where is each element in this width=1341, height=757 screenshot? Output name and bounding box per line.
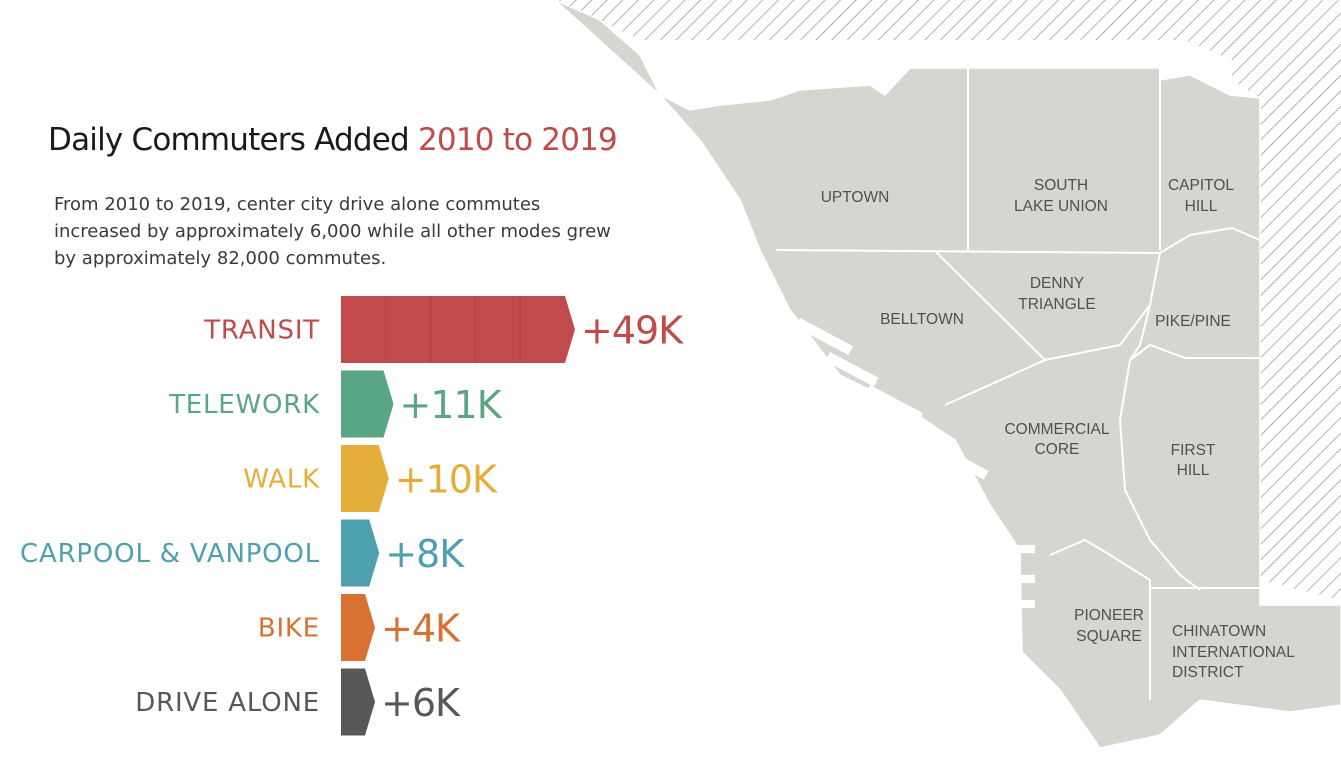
bar-row: CARPOOL & VANPOOL +8K	[20, 519, 466, 587]
map-label-first-hill: HILL	[1177, 462, 1210, 479]
map-label-capitol-hill: CAPITOL	[1168, 177, 1234, 194]
value-label: +6K	[381, 681, 461, 725]
map-label-chinatown-international-district: INTERNATIONAL	[1172, 644, 1295, 661]
map-coastline-piers	[795, 318, 1035, 608]
bar	[341, 519, 380, 587]
value-label: +8K	[385, 532, 465, 576]
category-label: BIKE	[258, 614, 320, 644]
bar-row: WALK +10K	[243, 445, 499, 512]
map-label-commercial-core: CORE	[1035, 441, 1080, 458]
map-label-denny-triangle: DENNY	[1030, 275, 1084, 292]
value-label: +49K	[581, 309, 684, 353]
chart-title: Daily Commuters Added 2010 to 2019	[48, 122, 618, 158]
map-label-chinatown-international-district: CHINATOWN	[1172, 623, 1266, 640]
bar-row: BIKE +4K	[258, 594, 462, 661]
map-labels: UPTOWN SOUTH LAKE UNION CAPITOL HILL BEL…	[821, 177, 1296, 681]
chart-subtitle: From 2010 to 2019, center city drive alo…	[54, 194, 611, 269]
bar-row: DRIVE ALONE +6K	[135, 668, 462, 736]
map-label-south-lake-union: SOUTH	[1034, 177, 1088, 194]
value-label: +4K	[381, 607, 461, 651]
map-label-uptown: UPTOWN	[821, 189, 890, 206]
map-hatched-area	[555, 0, 1341, 600]
value-label: +10K	[395, 458, 498, 502]
map-label-pike-pine: PIKE/PINE	[1155, 313, 1231, 330]
bar	[341, 370, 394, 438]
map-label-belltown: BELLTOWN	[880, 311, 964, 328]
category-label: DRIVE ALONE	[135, 688, 320, 718]
category-label: WALK	[243, 465, 320, 495]
category-label: CARPOOL & VANPOOL	[20, 539, 320, 569]
map-label-capitol-hill: HILL	[1185, 198, 1218, 215]
bar-row: TRANSIT +49K	[203, 296, 685, 363]
category-label: TRANSIT	[203, 316, 320, 346]
category-label: TELEWORK	[168, 390, 320, 420]
bar	[341, 445, 389, 512]
bar	[341, 668, 375, 736]
bar	[341, 594, 375, 661]
map-label-pioneer-square: SQUARE	[1076, 628, 1141, 645]
map-district-borders	[775, 68, 1341, 700]
bar-row: TELEWORK +11K	[168, 370, 504, 438]
map-label-denny-triangle: TRIANGLE	[1018, 296, 1096, 313]
map-label-south-lake-union: LAKE UNION	[1014, 198, 1108, 215]
value-label: +11K	[400, 383, 503, 427]
bar	[341, 296, 575, 363]
chart-title-main: Daily Commuters Added	[48, 122, 410, 158]
map-label-first-hill: FIRST	[1171, 442, 1216, 459]
chart-title-accent: 2010 to 2019	[417, 122, 618, 158]
map-label-pioneer-square: PIONEER	[1074, 607, 1144, 624]
map-label-chinatown-international-district: DISTRICT	[1172, 664, 1244, 681]
map-label-commercial-core: COMMERCIAL	[1004, 421, 1109, 438]
